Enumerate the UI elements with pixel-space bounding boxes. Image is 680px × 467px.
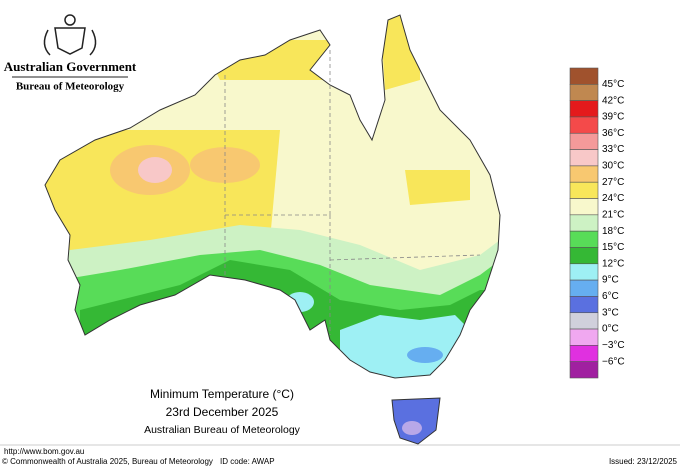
tasmania-cold: [402, 421, 422, 435]
legend-label: 3°C: [602, 307, 619, 318]
legend-swatch: [569, 361, 599, 379]
legend-swatch: [569, 165, 599, 183]
map-title: Minimum Temperature (°C): [150, 387, 294, 401]
legend-swatch: [569, 230, 599, 248]
footer-url: http://www.bom.gov.au: [4, 447, 84, 456]
legend-label: 42°C: [602, 95, 624, 106]
legend-swatch: [569, 67, 599, 85]
legend-swatch: [569, 181, 599, 199]
map-source: Australian Bureau of Meteorology: [144, 424, 301, 436]
legend-label: 39°C: [602, 112, 624, 123]
legend-swatch: [569, 345, 599, 362]
footer-issued: Issued: 23/12/2025: [609, 457, 678, 466]
government: Australian Government: [4, 59, 137, 74]
tasmania: [391, 397, 441, 445]
footer-id: ID code: AWAP: [220, 457, 275, 466]
legend-swatch: [569, 149, 599, 167]
legend-swatch: [569, 263, 599, 281]
legend-swatch: [569, 312, 599, 330]
legend-label: 45°C: [602, 79, 624, 90]
legend-label: 21°C: [602, 209, 624, 220]
legend-swatch: [569, 279, 599, 297]
footer-copyright: © Commonwealth of Australia 2025, Bureau…: [2, 457, 213, 466]
crest: [43, 14, 97, 56]
map-date: 23rd December 2025: [166, 405, 279, 419]
coastline: [44, 14, 501, 379]
legend-label: 12°C: [602, 258, 624, 269]
legend-label: 0°C: [602, 324, 619, 335]
legend-swatch: [569, 84, 599, 101]
legend-label: 24°C: [602, 193, 624, 204]
state-borders: [224, 50, 481, 335]
legend: 45°C 42°C 39°C 36°C 33°C 30°C 27°C 24°C 21°C 18°C…: [569, 67, 625, 379]
legend-swatch: [569, 116, 599, 134]
legend-label: 30°C: [602, 161, 624, 172]
legend-label: 9°C: [602, 275, 619, 286]
legend-label: 36°C: [602, 128, 624, 139]
legend-swatch: [569, 214, 599, 232]
legend-swatch: [569, 198, 599, 216]
legend-label: −3°C: [602, 340, 625, 351]
legend-swatch: [569, 100, 599, 118]
legend-label: −6°C: [602, 356, 625, 367]
legend-label: 15°C: [602, 242, 624, 253]
legend-swatch: [569, 296, 599, 314]
legend-swatch: [569, 132, 599, 150]
legend-label: 33°C: [602, 144, 624, 155]
legend-label: 18°C: [602, 226, 624, 237]
legend-label: 27°C: [602, 177, 624, 188]
bureau: Bureau of Meteorology: [16, 81, 125, 93]
legend-swatch: [569, 247, 599, 265]
legend-label: 6°C: [602, 291, 619, 302]
legend-swatch: [569, 328, 599, 346]
